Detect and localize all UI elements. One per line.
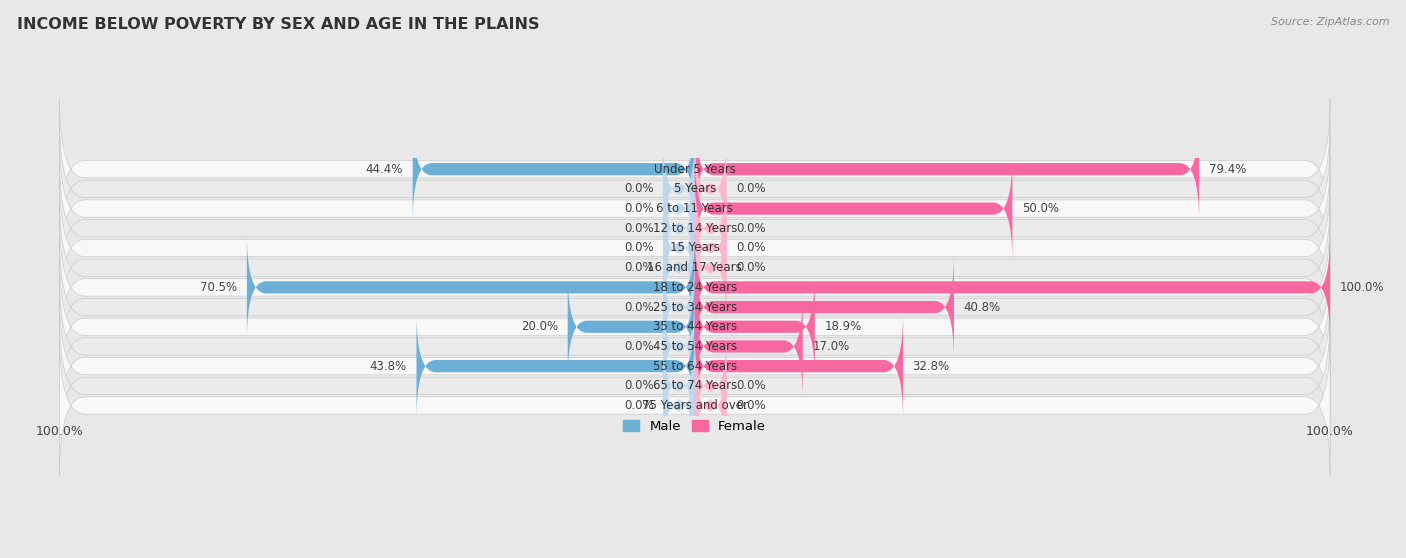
Text: 0.0%: 0.0% [624,301,654,314]
Text: 20.0%: 20.0% [522,320,558,333]
FancyBboxPatch shape [695,274,815,380]
Text: 25 to 34 Years: 25 to 34 Years [652,301,737,314]
FancyBboxPatch shape [664,175,695,281]
Text: 12 to 14 Years: 12 to 14 Years [652,222,737,235]
FancyBboxPatch shape [695,136,727,242]
FancyBboxPatch shape [664,254,695,360]
Text: 17.0%: 17.0% [813,340,849,353]
Text: 0.0%: 0.0% [624,182,654,195]
FancyBboxPatch shape [59,296,1330,436]
FancyBboxPatch shape [695,116,1199,222]
Text: 35 to 44 Years: 35 to 44 Years [652,320,737,333]
FancyBboxPatch shape [664,333,695,439]
Text: 50.0%: 50.0% [1022,202,1059,215]
Text: 0.0%: 0.0% [737,222,766,235]
Text: Source: ZipAtlas.com: Source: ZipAtlas.com [1271,17,1389,27]
FancyBboxPatch shape [695,195,727,301]
Text: 0.0%: 0.0% [624,242,654,254]
Text: 100.0%: 100.0% [1340,281,1384,294]
FancyBboxPatch shape [664,156,695,262]
FancyBboxPatch shape [59,138,1330,278]
Text: 16 and 17 Years: 16 and 17 Years [647,261,742,274]
FancyBboxPatch shape [695,313,903,419]
Text: 5 Years: 5 Years [673,182,716,195]
Text: 6 to 11 Years: 6 to 11 Years [657,202,733,215]
Text: 0.0%: 0.0% [624,202,654,215]
Text: 44.4%: 44.4% [366,163,404,176]
Text: 0.0%: 0.0% [624,261,654,274]
FancyBboxPatch shape [59,335,1330,475]
FancyBboxPatch shape [59,316,1330,456]
Text: 0.0%: 0.0% [737,182,766,195]
Text: 40.8%: 40.8% [963,301,1001,314]
Text: 70.5%: 70.5% [200,281,238,294]
Text: 75 Years and over: 75 Years and over [641,399,748,412]
FancyBboxPatch shape [568,274,695,380]
Text: 55 to 64 Years: 55 to 64 Years [652,360,737,373]
FancyBboxPatch shape [695,353,727,459]
FancyBboxPatch shape [695,294,803,400]
FancyBboxPatch shape [59,158,1330,299]
FancyBboxPatch shape [695,234,1330,340]
FancyBboxPatch shape [59,257,1330,397]
FancyBboxPatch shape [695,254,953,360]
Text: 0.0%: 0.0% [624,399,654,412]
Text: 0.0%: 0.0% [737,379,766,392]
FancyBboxPatch shape [59,276,1330,417]
FancyBboxPatch shape [664,294,695,400]
Text: Under 5 Years: Under 5 Years [654,163,735,176]
Text: 18.9%: 18.9% [824,320,862,333]
Text: 45 to 54 Years: 45 to 54 Years [652,340,737,353]
Text: 65 to 74 Years: 65 to 74 Years [652,379,737,392]
FancyBboxPatch shape [247,234,695,340]
FancyBboxPatch shape [59,198,1330,338]
FancyBboxPatch shape [413,116,695,222]
Text: 32.8%: 32.8% [912,360,950,373]
FancyBboxPatch shape [416,313,695,419]
Text: 0.0%: 0.0% [737,399,766,412]
FancyBboxPatch shape [59,217,1330,358]
FancyBboxPatch shape [664,136,695,242]
FancyBboxPatch shape [664,195,695,301]
Text: 18 to 24 Years: 18 to 24 Years [652,281,737,294]
Text: 43.8%: 43.8% [370,360,406,373]
Text: 0.0%: 0.0% [624,379,654,392]
FancyBboxPatch shape [695,175,727,281]
FancyBboxPatch shape [695,215,727,321]
Text: 0.0%: 0.0% [624,340,654,353]
FancyBboxPatch shape [59,237,1330,377]
FancyBboxPatch shape [59,99,1330,239]
Text: 0.0%: 0.0% [737,261,766,274]
Text: 0.0%: 0.0% [737,242,766,254]
Text: 0.0%: 0.0% [624,222,654,235]
Legend: Male, Female: Male, Female [619,415,772,438]
FancyBboxPatch shape [664,353,695,459]
Text: 15 Years: 15 Years [669,242,720,254]
Text: INCOME BELOW POVERTY BY SEX AND AGE IN THE PLAINS: INCOME BELOW POVERTY BY SEX AND AGE IN T… [17,17,540,32]
FancyBboxPatch shape [695,333,727,439]
FancyBboxPatch shape [695,156,1012,262]
FancyBboxPatch shape [59,178,1330,318]
FancyBboxPatch shape [59,119,1330,259]
Text: 79.4%: 79.4% [1209,163,1246,176]
FancyBboxPatch shape [664,215,695,321]
